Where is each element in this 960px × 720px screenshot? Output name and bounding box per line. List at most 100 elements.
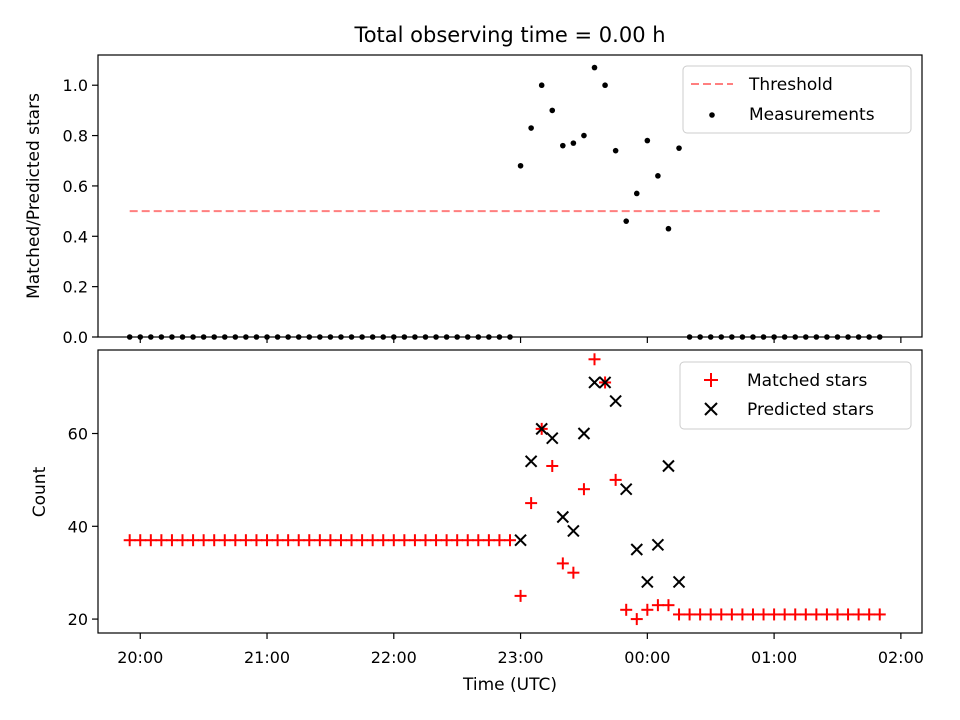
predicted-star-point	[546, 431, 559, 445]
matched-star-point	[282, 534, 295, 547]
matched-star-point	[863, 608, 876, 621]
matched-star-point	[567, 566, 580, 579]
matched-star-point	[757, 608, 770, 621]
count-axes: 20 40 60 20:00 21:00 22:00 23:00 00:00 01:00 02:0…	[68, 425, 924, 667]
x-axis-label: Time (UTC)	[462, 675, 557, 695]
matched-star-point	[715, 608, 728, 621]
matched-star-point	[366, 534, 379, 547]
count-y-axis-label: Count	[30, 466, 50, 517]
x-tick-label: 23:00	[498, 648, 544, 667]
ratio-y-tick-label: 0.6	[63, 177, 88, 196]
matched-star-point	[451, 534, 464, 547]
matched-star-point	[187, 534, 200, 547]
matched-star-point	[504, 534, 516, 547]
predicted-star-point	[609, 394, 622, 408]
matched-star-point	[292, 534, 305, 547]
matched-star-point	[440, 534, 453, 547]
matched-star-point	[852, 608, 865, 621]
matched-star-point	[134, 534, 147, 547]
matched-star-point	[694, 608, 707, 621]
predicted-star-point	[535, 422, 548, 436]
matched-star-point	[144, 534, 157, 547]
matched-star-point	[472, 534, 485, 547]
ratio-y-tick-label: 0.2	[63, 278, 88, 297]
matched-star-point	[673, 608, 686, 621]
matched-star-point	[662, 599, 675, 612]
matched-star-point	[229, 534, 242, 547]
count-y-tick-label: 20	[68, 610, 88, 629]
matched-star-point	[810, 608, 823, 621]
matched-star-point	[208, 534, 221, 547]
x-tick-label: 22:00	[371, 648, 417, 667]
matched-star-point	[250, 534, 263, 547]
matched-star-point	[482, 534, 495, 547]
count-panel: 20 40 60 20:00 21:00 22:00 23:00 00:00 01:00 02:0…	[30, 349, 924, 695]
ratio-y-tick-label: 1.0	[63, 76, 88, 95]
x-tick-label: 20:00	[117, 648, 163, 667]
x-tick-label: 00:00	[624, 648, 670, 667]
matched-star-point	[546, 459, 559, 472]
legend-threshold-label: Threshold	[748, 75, 833, 95]
predicted-star-point	[651, 538, 665, 552]
matched-star-point	[842, 608, 855, 621]
ratio-axes: 0.0 0.2 0.4 0.6 0.8 1.0	[63, 76, 902, 347]
matched-star-point	[303, 534, 316, 547]
matched-star-point	[218, 534, 231, 547]
ratio-y-tick-label: 0.0	[63, 328, 88, 347]
x-tick-label: 01:00	[751, 648, 797, 667]
measurement-point	[633, 190, 640, 197]
matched-star-point	[789, 608, 802, 621]
measurement-point	[655, 173, 661, 179]
matched-star-point	[831, 608, 844, 621]
matched-star-point	[155, 534, 168, 547]
matched-star-point	[345, 534, 358, 547]
measurement-point	[538, 82, 545, 89]
matched-star-point	[461, 534, 474, 547]
matched-star-point	[641, 603, 654, 616]
matched-star-point	[197, 534, 210, 547]
predicted-star-point	[556, 510, 570, 524]
ratio-legend: Threshold Measurements	[682, 65, 912, 134]
matched-star-point	[683, 608, 696, 621]
matched-star-point	[398, 534, 411, 547]
matched-star-point	[239, 534, 252, 547]
matched-star-point	[261, 534, 274, 547]
predicted-star-point	[672, 575, 686, 589]
count-plot-frame	[97, 349, 923, 634]
matched-star-point	[820, 608, 833, 621]
matched-star-point	[419, 534, 432, 547]
x-tick-label: 02:00	[878, 648, 924, 667]
predicted-star-point	[567, 524, 580, 538]
count-y-tick-label: 40	[68, 517, 88, 536]
matched-star-point	[704, 608, 717, 621]
measurement-point	[517, 162, 524, 169]
predicted-star-point	[662, 459, 675, 473]
matched-star-point	[408, 534, 421, 547]
measurement-point	[581, 132, 587, 139]
predicted-star-point	[588, 376, 601, 389]
matched-star-point	[799, 608, 812, 621]
matched-star-point	[313, 534, 326, 547]
legend-measurements-swatch	[709, 112, 715, 118]
matched-star-point	[630, 613, 643, 626]
measurement-point	[623, 218, 630, 224]
ratio-y-axis-label: Matched/Predicted stars	[24, 93, 44, 299]
predicted-star-point	[641, 575, 654, 589]
ratio-y-tick-label: 0.8	[63, 127, 88, 146]
matched-star-point	[324, 534, 337, 547]
legend-predicted-label: Predicted stars	[747, 400, 874, 420]
matched-star-point	[176, 534, 189, 547]
measurement-point	[602, 82, 608, 89]
matched-star-point	[746, 608, 759, 621]
measurement-point	[560, 142, 566, 149]
matched-star-point	[768, 608, 781, 621]
matched-star-point	[620, 603, 633, 616]
matched-star-point	[778, 608, 791, 621]
measurement-point	[570, 140, 577, 146]
x-tick-label: 21:00	[244, 648, 290, 667]
matched-star-point	[356, 534, 369, 547]
matched-star-point	[334, 534, 347, 547]
legend-predicted-swatch	[704, 402, 718, 416]
measurement-point	[644, 137, 651, 144]
